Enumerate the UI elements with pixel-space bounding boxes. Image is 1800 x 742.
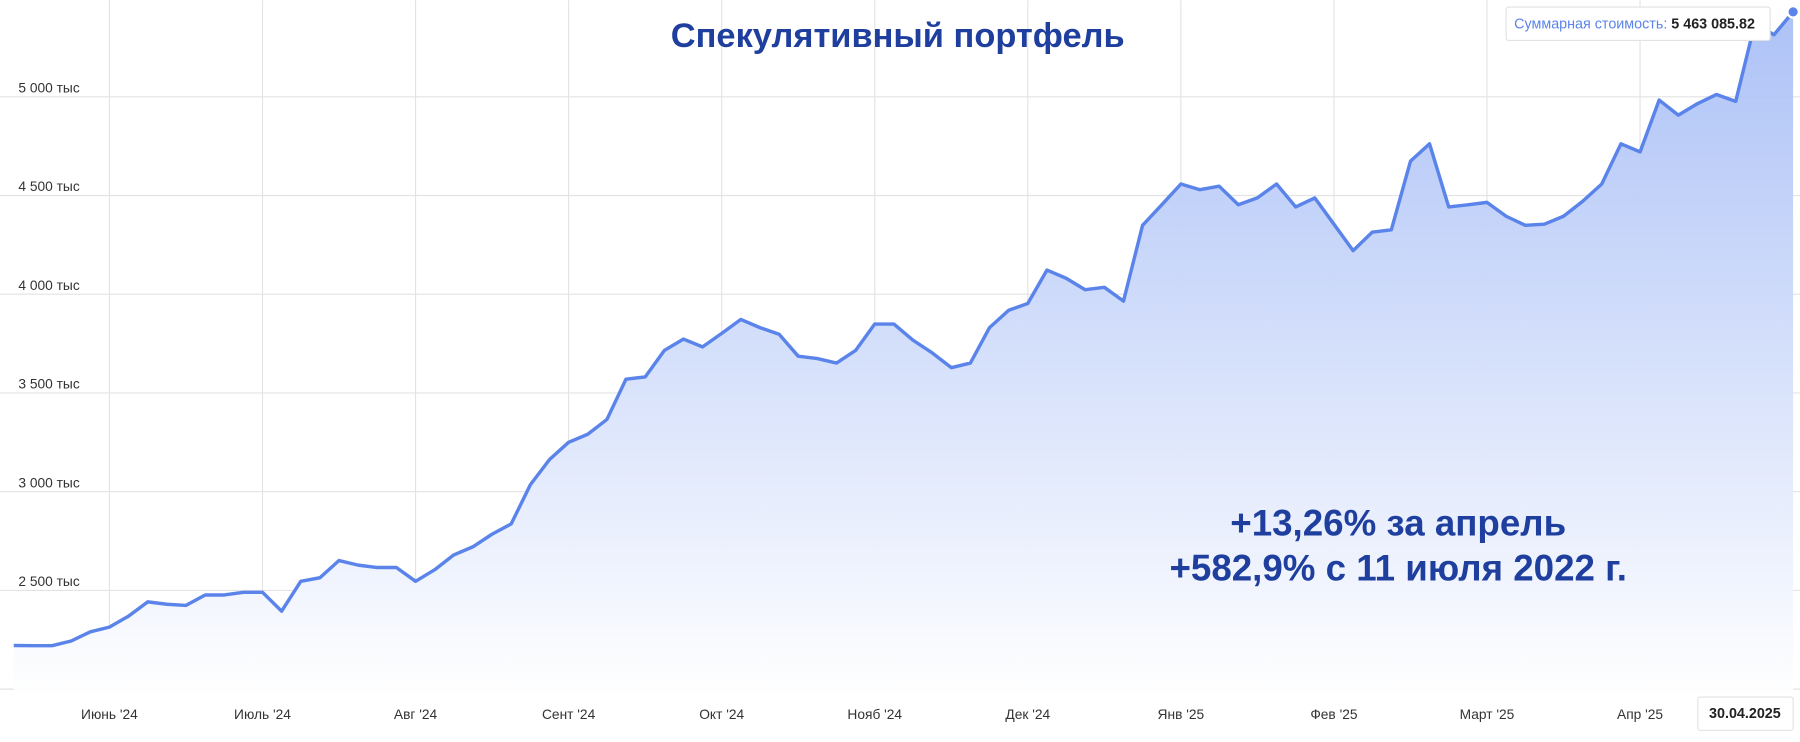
x-tick-label: Март '25 [1460,707,1515,722]
y-tick-label: 4 000 тыс [18,278,79,293]
line [13,10,1795,648]
x-tick-label: Сент '24 [542,707,596,722]
x-tick-label: Дек '24 [1005,707,1050,722]
y-tick-label: 2 500 тыс [18,574,79,589]
x-tick-label: Авг '24 [394,707,438,722]
x-tick-label: Янв '25 [1158,707,1205,722]
x-tick-label: Фев '25 [1310,707,1358,722]
x-tick-label: Июль '24 [234,707,291,722]
annotation: +582,9% с 11 июля 2022 г. [1169,547,1627,588]
plot [13,4,1800,698]
x-tick-label: Окт '24 [699,707,744,722]
annotation: +13,26% за апрель [1230,503,1566,544]
y-tick-label: 4 500 тыс [18,179,79,194]
x-tick-label: Июнь '24 [81,707,138,722]
x-tick-label: Нояб '24 [847,707,902,722]
x-tick-label: Апр '25 [1617,707,1663,722]
tooltip-value: 5 463 085.82 [1671,16,1755,32]
area [13,11,1794,698]
crosshair-label: 30.04.2025 [1709,706,1781,722]
y-tick-label: 3 500 тыс [18,377,79,392]
chart-title: Спекулятивный портфель [671,17,1125,55]
end-point [1786,4,1800,19]
tooltip-box [1505,6,1771,41]
tooltip-label: Суммарная стоимость: [1514,16,1667,32]
y-tick-label: 3 000 тыс [18,475,79,490]
tooltip: Суммарная стоимость: 5 463 085.82 [1514,16,1755,32]
y-tick-label: 5 000 тыс [18,80,79,95]
crosshair-box [1697,696,1794,731]
